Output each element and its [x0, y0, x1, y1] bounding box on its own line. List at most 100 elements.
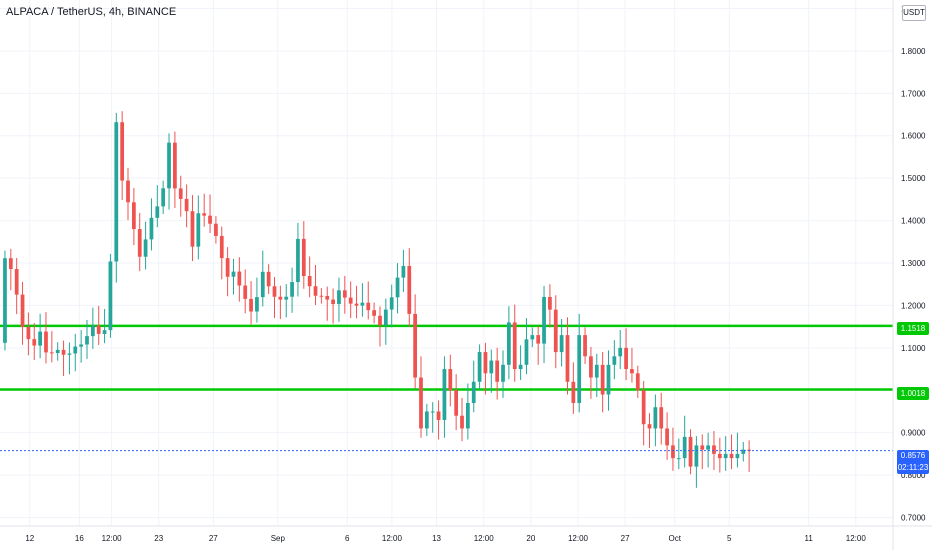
candle-body: [67, 353, 72, 355]
candle-body: [26, 326, 31, 340]
candle: [536, 325, 541, 365]
currency-badge[interactable]: USDT: [902, 5, 926, 21]
candle: [389, 284, 394, 328]
candle: [612, 340, 617, 380]
candle-body: [225, 258, 230, 277]
candle-body: [518, 364, 523, 370]
candle: [424, 403, 429, 437]
candle-body: [44, 331, 48, 353]
candle-body: [565, 335, 570, 382]
candle: [249, 281, 253, 325]
price-tick-label: 1.6000: [901, 132, 926, 141]
candle: [173, 131, 177, 208]
time-tick-label: 27: [209, 534, 218, 543]
candle-body: [612, 356, 617, 365]
candle: [301, 221, 306, 289]
candle-body: [700, 445, 705, 450]
candle-body: [85, 336, 89, 345]
time-tick-label: 12:00: [474, 534, 495, 543]
price-axis[interactable]: 0.70000.80000.90001.00001.10001.20001.30…: [901, 4, 926, 522]
candle: [161, 180, 166, 215]
candle-body: [38, 331, 42, 346]
candle: [67, 342, 72, 375]
candle: [178, 175, 183, 217]
candle-body: [383, 309, 388, 326]
candle-body: [354, 303, 359, 306]
candle: [471, 360, 476, 413]
candle: [354, 285, 359, 319]
candle: [331, 288, 335, 324]
candle: [641, 380, 646, 446]
candle-body: [190, 211, 195, 247]
candle: [688, 429, 693, 475]
candle-body: [79, 344, 84, 347]
candle: [114, 112, 119, 283]
candle-body: [255, 297, 259, 312]
price-tick-label: 1.7000: [901, 89, 926, 98]
candle-body: [712, 445, 716, 454]
candle: [571, 362, 576, 415]
time-tick-label: 12:00: [568, 534, 589, 543]
candle-body: [120, 122, 125, 181]
candle-body: [747, 449, 752, 451]
candle-body: [600, 364, 605, 395]
candle-body: [342, 290, 347, 298]
bar-countdown: 02:11:23: [897, 463, 929, 472]
candle: [665, 412, 669, 460]
candle-body: [542, 296, 546, 344]
candle: [430, 402, 435, 433]
candle-body: [90, 325, 95, 337]
candle-body: [618, 347, 623, 357]
candle-body: [671, 445, 675, 459]
candle: [378, 306, 382, 347]
candle-body: [647, 424, 652, 429]
candle: [735, 432, 740, 468]
candle-body: [401, 265, 406, 278]
time-tick-label: 6: [345, 534, 350, 543]
candle: [407, 248, 412, 327]
candle: [419, 356, 423, 438]
candle-body: [524, 339, 529, 365]
time-tick-label: 12:00: [102, 534, 123, 543]
candle: [167, 133, 171, 210]
time-axis[interactable]: 12 16 12:00 23 27 Sep 6 12:00 13 12:00 20 12:00 27 Oc…: [25, 534, 866, 543]
candle-body: [20, 294, 25, 327]
level-label-upper: 1.1518: [897, 322, 929, 335]
candle: [477, 344, 482, 390]
candle: [307, 256, 312, 298]
candle-body: [196, 213, 201, 247]
candle-body: [653, 407, 658, 429]
candle: [694, 436, 699, 488]
candle: [342, 275, 347, 314]
candle-body: [301, 238, 306, 277]
candle-body: [536, 335, 541, 344]
candle-body: [635, 373, 640, 391]
candle: [442, 356, 447, 438]
candle: [647, 413, 652, 448]
price-tick-label: 0.8000: [901, 471, 926, 480]
candle-body: [108, 261, 113, 331]
last-price-tag: 0.8576 02:11:23: [897, 450, 929, 474]
candle-body: [231, 271, 236, 277]
time-tick-label: 12:00: [846, 534, 867, 543]
price-tick-label: 1.5000: [901, 174, 926, 183]
candle: [55, 342, 60, 361]
candle: [747, 440, 752, 472]
candle: [20, 281, 25, 345]
candle: [120, 111, 125, 201]
time-tick-label: 12: [25, 534, 34, 543]
candle: [600, 352, 605, 413]
candle: [202, 193, 207, 227]
candle: [372, 302, 376, 324]
candle: [366, 281, 371, 320]
candle-body: [741, 449, 746, 454]
candle-body: [266, 271, 271, 287]
candle: [594, 353, 599, 398]
time-tick-label: 5: [727, 534, 732, 543]
candle: [231, 258, 236, 295]
candle-body: [55, 349, 60, 354]
candle: [14, 257, 19, 315]
candle-body: [465, 402, 470, 429]
